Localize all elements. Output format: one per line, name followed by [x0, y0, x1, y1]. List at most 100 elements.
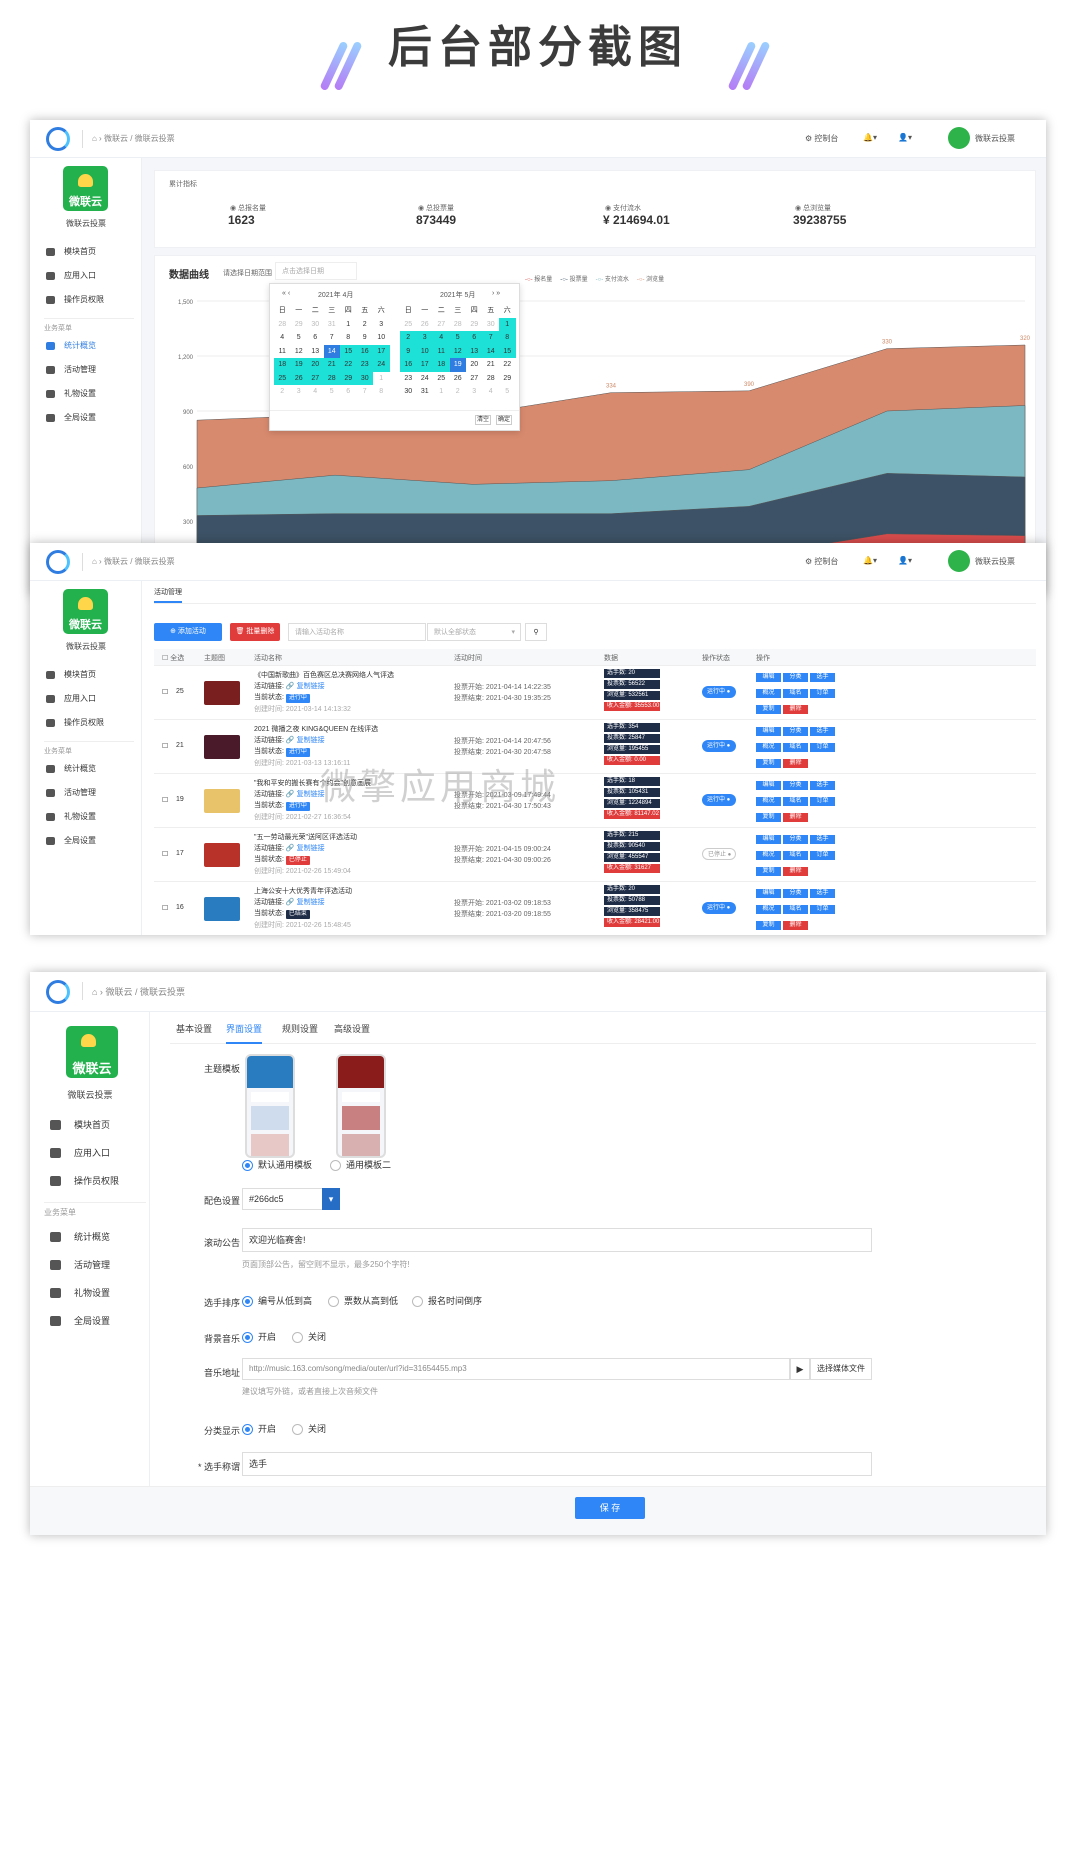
calendar-day[interactable]: 31 [327, 320, 336, 328]
activity-link[interactable]: 活动链接: 🔗 复制链接 [254, 845, 325, 852]
sidebar-item-activities[interactable]: 活动管理 [30, 783, 142, 803]
calendar-day[interactable]: 31 [420, 388, 429, 395]
action-button[interactable]: 分类 [783, 781, 808, 790]
row-checkbox[interactable]: ☐ [162, 851, 169, 858]
sidebar-item-permissions[interactable]: 操作员权限 [30, 713, 142, 733]
calendar-day[interactable]: 15 [499, 344, 516, 358]
action-button[interactable]: 概况 [756, 905, 781, 914]
batch-delete-button[interactable]: 🗑 批量删除 [230, 623, 280, 641]
activity-link[interactable]: 活动链接: 🔗 复制链接 [254, 683, 325, 690]
sidebar-group-label[interactable]: 业务菜单 [44, 741, 134, 756]
status-toggle[interactable]: 运行中 ● [702, 740, 736, 752]
calendar-day[interactable]: 9 [400, 344, 417, 358]
action-delete[interactable]: 删除 [783, 867, 808, 876]
action-button[interactable]: 编辑 [756, 673, 781, 682]
calendar-day[interactable]: 20 [470, 361, 479, 368]
calendar-day[interactable]: 6 [346, 388, 351, 395]
calendar-day[interactable]: 7 [329, 334, 334, 341]
status-select[interactable]: 默认全部状态 ▾ [427, 623, 521, 641]
calendar-left-grid[interactable]: 日一二三四五六 28 29 30 31 1 2 3 4 5 6 7 8 9 10 11 12 13 14 15 16 17… [274, 304, 390, 399]
calendar-day[interactable]: 10 [416, 344, 433, 358]
status-toggle[interactable]: 运行中 ● [702, 794, 736, 806]
app-logo-icon[interactable] [46, 980, 70, 1004]
action-button[interactable]: 订单 [810, 689, 835, 698]
date-range-input[interactable]: 点击选择日期 [275, 262, 357, 280]
calendar-day[interactable]: 2 [280, 388, 285, 395]
player-name-input[interactable]: 选手 [242, 1452, 872, 1476]
bell-icon[interactable]: 🔔▾ [863, 133, 877, 142]
calendar-day[interactable]: 1 [379, 374, 384, 382]
activity-link[interactable]: 活动链接: 🔗 复制链接 [254, 791, 325, 798]
calendar-day[interactable]: 21 [486, 361, 495, 368]
search-icon[interactable]: ⚲ [525, 623, 547, 641]
calendar-day[interactable]: 15 [340, 344, 357, 358]
sidebar-item-home[interactable]: 模块首页 [30, 665, 142, 685]
theme-preview-two[interactable] [336, 1054, 386, 1158]
next-year-icon[interactable]: › » [492, 290, 501, 297]
action-button[interactable]: 订单 [810, 743, 835, 752]
calendar-day[interactable]: 5 [329, 388, 334, 395]
prev-year-icon[interactable]: « ‹ [282, 290, 291, 297]
sidebar-item-global[interactable]: 全局设置 [30, 831, 142, 851]
calendar-day[interactable]: 29 [470, 320, 479, 328]
calendar-day[interactable]: 30 [486, 320, 495, 328]
action-button[interactable]: 编辑 [756, 727, 781, 736]
action-button[interactable]: 域名 [783, 743, 808, 752]
action-button[interactable]: 编辑 [756, 889, 781, 898]
calendar-day[interactable]: 29 [294, 320, 303, 328]
radio-unchecked[interactable] [330, 1160, 341, 1172]
action-button[interactable]: 概况 [756, 689, 781, 698]
avatar[interactable] [948, 550, 970, 572]
add-activity-button[interactable]: ⊕ 添加活动 [154, 623, 222, 641]
calendar-day[interactable]: 22 [503, 361, 512, 368]
calendar-day[interactable]: 28 [486, 374, 495, 382]
music-on-option[interactable]: 开启 [242, 1330, 276, 1344]
sidebar-item-permissions[interactable]: 操作员权限 [30, 290, 142, 310]
activity-link[interactable]: 活动链接: 🔗 复制链接 [254, 899, 325, 906]
calendar-day[interactable]: 6 [313, 334, 318, 341]
action-button[interactable]: 复制 [756, 705, 781, 714]
tab-advanced[interactable]: 高级设置 [334, 1024, 371, 1034]
category-on-option[interactable]: 开启 [242, 1422, 276, 1436]
row-checkbox[interactable]: ☐ [162, 905, 169, 912]
calendar-day[interactable]: 25 [274, 371, 291, 385]
action-button[interactable]: 复制 [756, 921, 781, 930]
color-picker-icon[interactable]: ▾ [322, 1188, 340, 1210]
action-button[interactable]: 编辑 [756, 835, 781, 844]
calendar-right-grid[interactable]: 日一二三四五六 25 26 27 28 29 30 1 2 3 4 5 6 7 8 9 10 11 12 13 14 15… [400, 304, 516, 399]
calendar-day[interactable]: 17 [416, 358, 433, 372]
radio-checked[interactable] [242, 1332, 253, 1344]
sidebar-item-activities[interactable]: 活动管理 [30, 360, 142, 380]
activity-name[interactable]: 上海公安十大优秀青年评选活动 [254, 888, 352, 895]
action-delete[interactable]: 删除 [783, 759, 808, 768]
calendar-day[interactable]: 30 [404, 388, 413, 395]
app-logo-icon[interactable] [46, 127, 70, 151]
calendar-day[interactable]: 28 [323, 371, 340, 385]
activity-link[interactable]: 活动链接: 🔗 复制链接 [254, 737, 325, 744]
calendar-day[interactable]: 13 [466, 344, 483, 358]
calendar-day[interactable]: 29 [340, 371, 357, 385]
sidebar-item-app-entry[interactable]: 应用入口 [30, 689, 142, 709]
theme-option-two[interactable]: 通用模板二 [330, 1158, 391, 1172]
sidebar-item-global[interactable]: 全局设置 [30, 408, 142, 428]
action-button[interactable]: 域名 [783, 797, 808, 806]
calendar-day[interactable]: 5 [296, 334, 301, 341]
breadcrumb-home[interactable]: 微联云 [103, 557, 128, 566]
row-checkbox[interactable]: ☐ [162, 689, 169, 696]
action-button[interactable]: 选手 [810, 835, 835, 844]
calendar-day[interactable]: 18 [274, 358, 291, 372]
action-delete[interactable]: 删除 [783, 921, 808, 930]
search-input[interactable]: 请输入活动名称 [288, 623, 426, 641]
action-button[interactable]: 选手 [810, 727, 835, 736]
music-off-option[interactable]: 关闭 [292, 1330, 326, 1344]
calendar-day[interactable]: 18 [433, 358, 450, 372]
calendar-day[interactable]: 8 [346, 334, 351, 341]
calendar-day[interactable]: 29 [503, 374, 512, 382]
action-button[interactable]: 概况 [756, 743, 781, 752]
calendar-day[interactable]: 1 [499, 317, 516, 331]
calendar-day[interactable]: 5 [505, 388, 510, 395]
calendar-day[interactable]: 12 [294, 347, 303, 355]
calendar-day[interactable]: 2 [362, 320, 367, 328]
theme-preview-default[interactable] [245, 1054, 295, 1158]
console-link[interactable]: ⚙ 控制台 [805, 557, 839, 566]
